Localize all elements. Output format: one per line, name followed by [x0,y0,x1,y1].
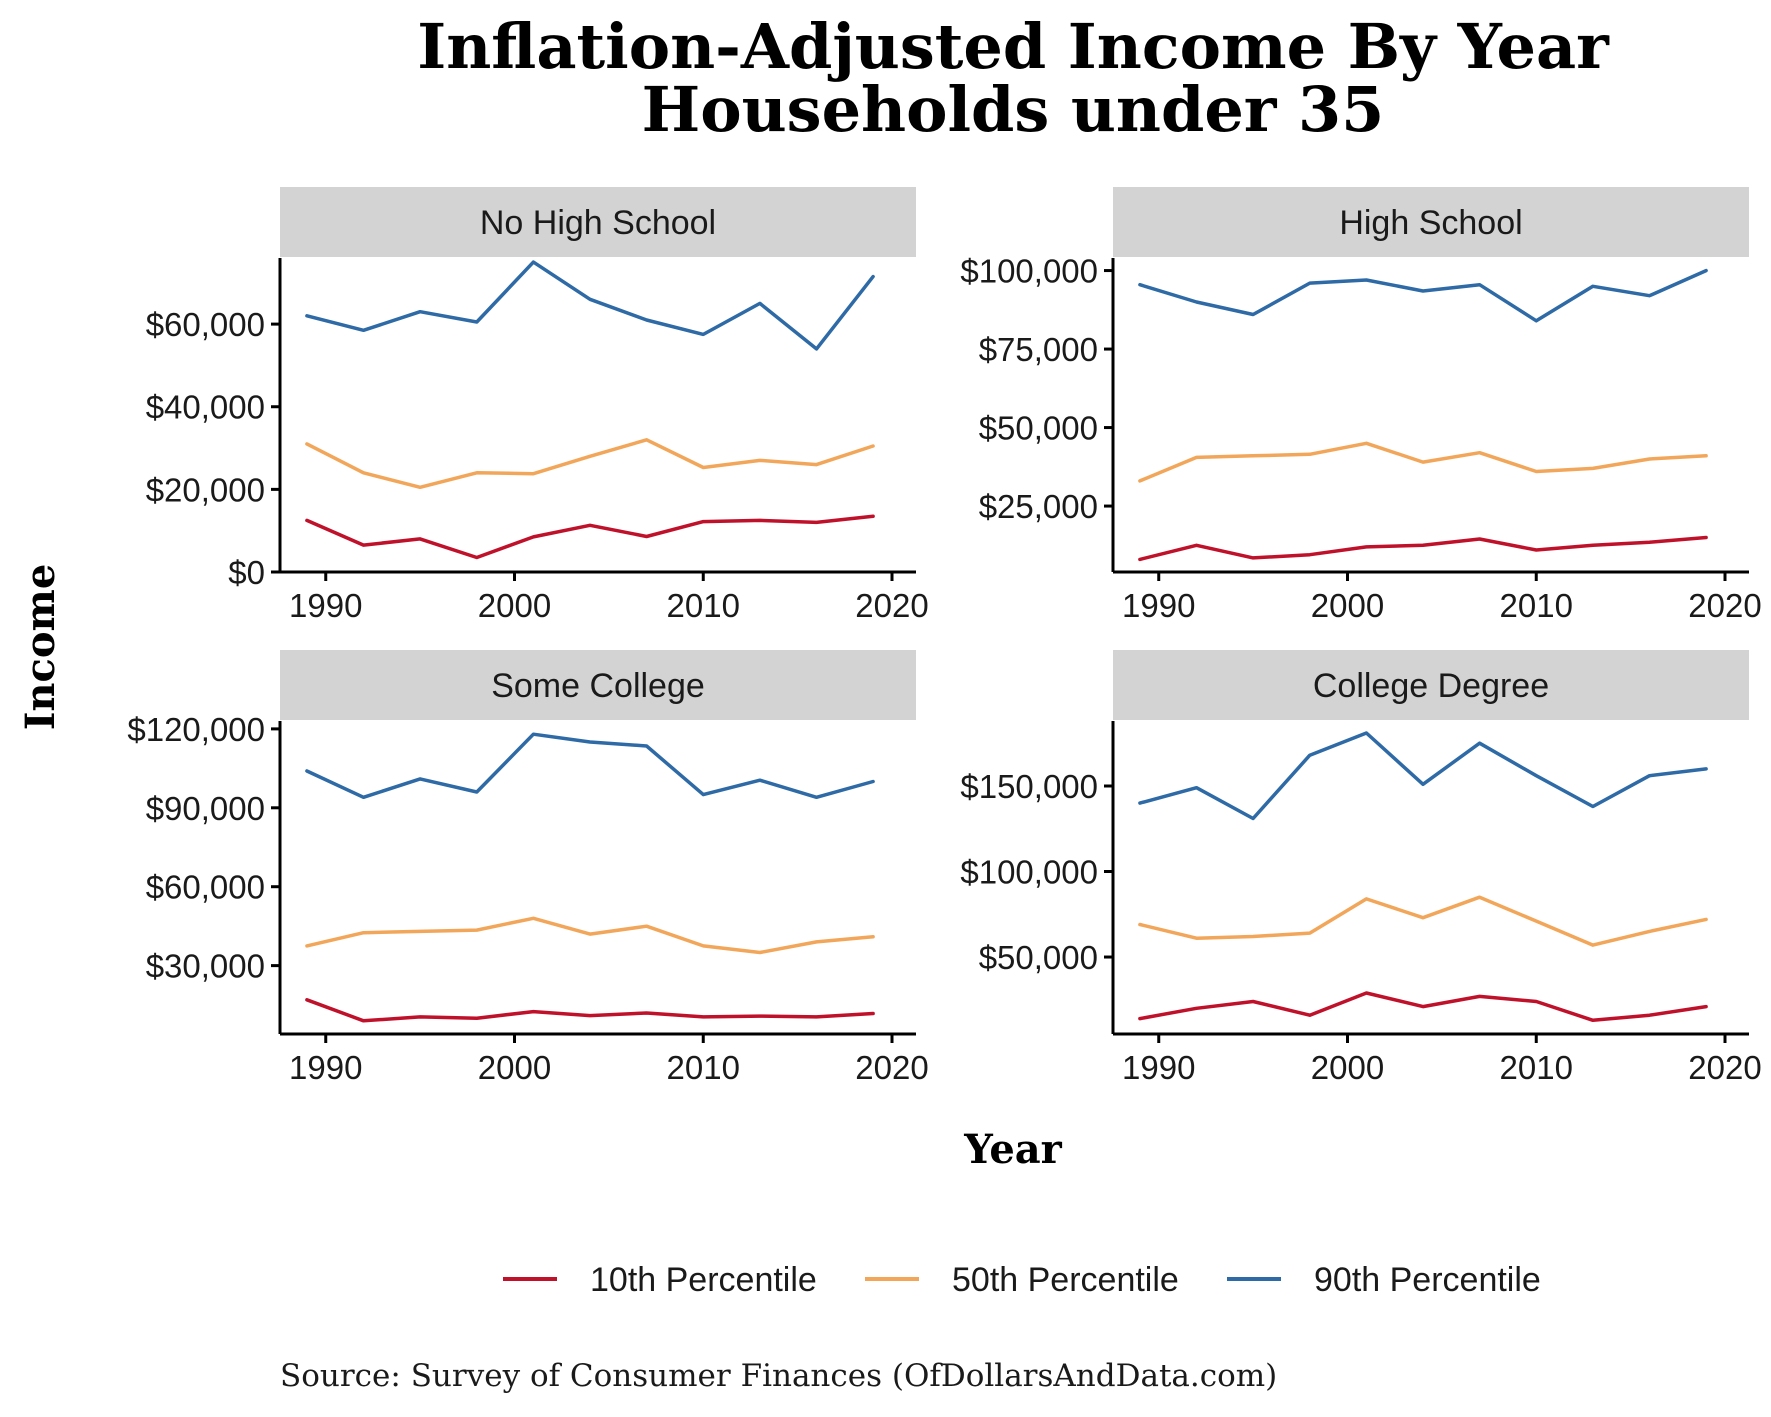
x-tick-label-college-degree: 2010 [1500,1049,1573,1086]
strip-label-college-degree: College Degree [1313,667,1549,705]
series-line-10th-percentile-high-school [1138,535,1708,562]
legend-label-90th-percentile: 90th Percentile [1314,1261,1541,1299]
x-tick-label-high-school: 2000 [1311,587,1384,624]
y-tick-label-no-high-school: $20,000 [146,471,265,508]
x-tick-label-college-degree: 2000 [1311,1049,1384,1086]
legend: 10th Percentile 50th Percentile 90th Perce… [503,1261,1541,1299]
y-tick-label-some-college: $60,000 [146,869,265,906]
strip-label-no-high-school: No High School [480,204,716,242]
panel-college-degree: College Degree $50,000 $100,000 $150,000 199… [960,650,1762,1086]
strip-some-college [280,650,916,720]
series-line-10th-percentile-some-college [305,998,875,1023]
series-line-10th-percentile-college-degree [1138,991,1708,1023]
strip-label-high-school: High School [1339,204,1522,242]
legend-label-50th-percentile: 50th Percentile [952,1261,1179,1299]
series-line-50th-percentile-high-school [1138,441,1708,483]
x-tick-label-no-high-school: 2020 [855,587,928,624]
y-tick-label-college-degree: $50,000 [979,939,1098,976]
x-tick-label-some-college: 2010 [667,1049,740,1086]
y-tick-label-no-high-school: $60,000 [146,306,265,343]
y-tick-label-college-degree: $100,000 [960,854,1098,891]
y-tick-label-some-college: $30,000 [146,948,265,985]
y-tick-label-some-college: $90,000 [146,790,265,827]
chart-title-line2: Households under 35 [642,73,1385,146]
strip-label-some-college: Some College [491,667,705,705]
legend-item-50th-percentile: 50th Percentile [865,1261,1179,1299]
strip-college-degree [1113,650,1749,720]
strip-no-high-school [280,187,916,257]
x-tick-label-some-college: 2020 [855,1049,928,1086]
y-axis-title: Income [17,564,64,731]
y-tick-label-high-school: $50,000 [979,410,1098,447]
x-tick-label-high-school: 1990 [1122,587,1195,624]
series-line-10th-percentile-no-high-school [305,514,875,560]
x-tick-label-high-school: 2010 [1500,587,1573,624]
x-axis-title: Year [963,1126,1062,1173]
x-tick-label-college-degree: 2020 [1688,1049,1761,1086]
legend-item-10th-percentile: 10th Percentile [503,1261,817,1299]
legend-item-90th-percentile: 90th Percentile [1227,1261,1541,1299]
series-line-90th-percentile-college-degree [1138,731,1708,821]
x-tick-label-college-degree: 1990 [1122,1049,1195,1086]
y-tick-label-high-school: $100,000 [960,253,1098,290]
panel-high-school: High School $25,000 $50,000 $75,000 $100,000… [960,187,1762,624]
y-tick-label-high-school: $25,000 [979,488,1098,525]
source-note: Source: Survey of Consumer Finances (OfD… [280,1358,1277,1394]
facet-panels: No High School $0 $20,000 $40,000 $60,000 199… [127,187,1762,1086]
series-line-90th-percentile-some-college [305,732,875,800]
series-line-50th-percentile-some-college [305,916,875,955]
series-line-90th-percentile-high-school [1138,268,1708,323]
x-tick-label-high-school: 2020 [1688,587,1761,624]
panel-some-college: Some College $30,000 $60,000 $90,000 $120,00… [127,650,929,1086]
series-line-50th-percentile-no-high-school [305,438,875,490]
chart-title-line1: Inflation-Adjusted Income By Year [417,10,1610,83]
panel-no-high-school: No High School $0 $20,000 $40,000 $60,000 199… [146,187,929,624]
y-tick-label-no-high-school: $40,000 [146,389,265,426]
legend-label-10th-percentile: 10th Percentile [590,1261,817,1299]
x-tick-label-some-college: 1990 [289,1049,362,1086]
y-tick-label-college-degree: $150,000 [960,768,1098,805]
y-tick-label-no-high-school: $0 [228,554,265,591]
series-line-50th-percentile-college-degree [1138,895,1708,947]
x-tick-label-no-high-school: 1990 [289,587,362,624]
y-tick-label-high-school: $75,000 [979,331,1098,368]
x-tick-label-no-high-school: 2010 [667,587,740,624]
series-line-90th-percentile-no-high-school [305,260,875,351]
x-tick-label-no-high-school: 2000 [478,587,551,624]
strip-high-school [1113,187,1749,257]
y-tick-label-some-college: $120,000 [127,711,265,748]
x-tick-label-some-college: 2000 [478,1049,551,1086]
